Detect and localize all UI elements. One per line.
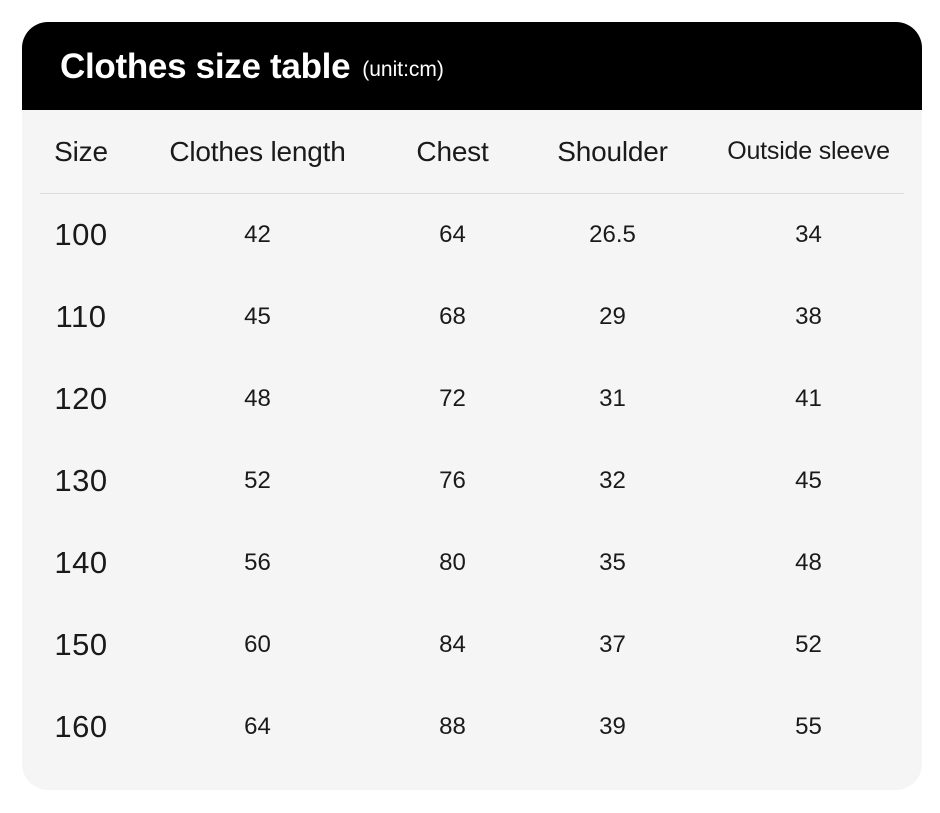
cell-chest: 84 [439, 631, 466, 658]
cell-sleeve: 34 [795, 221, 822, 248]
cell-size: 110 [55, 299, 107, 334]
cell-chest: 80 [439, 549, 466, 576]
cell-length: 64 [244, 713, 271, 740]
cell-chest: 64 [439, 221, 466, 248]
table-row: 120 48 72 31 41 [22, 358, 922, 440]
column-header-sleeve: Outside sleeve [727, 137, 890, 165]
cell-size: 150 [54, 627, 108, 662]
cell-shoulder: 26.5 [589, 221, 636, 248]
table-header-row: Size Clothes length Chest Shoulder Outsi… [22, 110, 922, 193]
column-header-size: Size [54, 135, 108, 167]
cell-sleeve: 41 [795, 385, 822, 412]
cell-length: 45 [244, 303, 271, 330]
cell-shoulder: 37 [599, 631, 626, 658]
cell-length: 48 [244, 385, 271, 412]
cell-chest: 76 [439, 467, 466, 494]
cell-length: 56 [244, 549, 271, 576]
cell-shoulder: 32 [599, 467, 626, 494]
header-divider [22, 193, 922, 194]
cell-sleeve: 45 [795, 467, 822, 494]
table-row: 100 42 64 26.5 34 [22, 194, 922, 276]
table-row: 130 52 76 32 45 [22, 440, 922, 522]
cell-length: 60 [244, 631, 271, 658]
table-body: 100 42 64 26.5 34 110 45 68 29 38 120 48 72 31 41 130 52… [22, 193, 922, 768]
size-table-card: Clothes size table (unit:cm) Size Clothe… [22, 22, 922, 790]
cell-size: 100 [54, 217, 108, 252]
card-header: Clothes size table (unit:cm) [22, 22, 922, 110]
cell-length: 42 [244, 221, 271, 248]
cell-sleeve: 38 [795, 303, 822, 330]
unit-note: (unit:cm) [362, 57, 444, 81]
cell-chest: 72 [439, 385, 466, 412]
table-row: 110 45 68 29 38 [22, 276, 922, 358]
cell-length: 52 [244, 467, 271, 494]
cell-size: 120 [54, 381, 108, 416]
cell-chest: 88 [439, 713, 466, 740]
cell-size: 160 [54, 709, 108, 744]
column-header-chest: Chest [416, 135, 489, 167]
cell-shoulder: 31 [599, 385, 626, 412]
table-row: 150 60 84 37 52 [22, 604, 922, 686]
column-header-length: Clothes length [169, 135, 346, 167]
cell-shoulder: 29 [599, 303, 626, 330]
cell-shoulder: 35 [599, 549, 626, 576]
cell-sleeve: 55 [795, 713, 822, 740]
cell-shoulder: 39 [599, 713, 626, 740]
table-row: 160 64 88 39 55 [22, 686, 922, 768]
divider-line [40, 193, 904, 194]
size-table: Size Clothes length Chest Shoulder Outsi… [22, 110, 922, 768]
cell-size: 130 [54, 463, 108, 498]
cell-sleeve: 52 [795, 631, 822, 658]
cell-sleeve: 48 [795, 549, 822, 576]
cell-chest: 68 [439, 303, 466, 330]
page-title: Clothes size table [60, 46, 351, 86]
column-header-shoulder: Shoulder [557, 135, 668, 167]
cell-size: 140 [54, 545, 108, 580]
table-row: 140 56 80 35 48 [22, 522, 922, 604]
